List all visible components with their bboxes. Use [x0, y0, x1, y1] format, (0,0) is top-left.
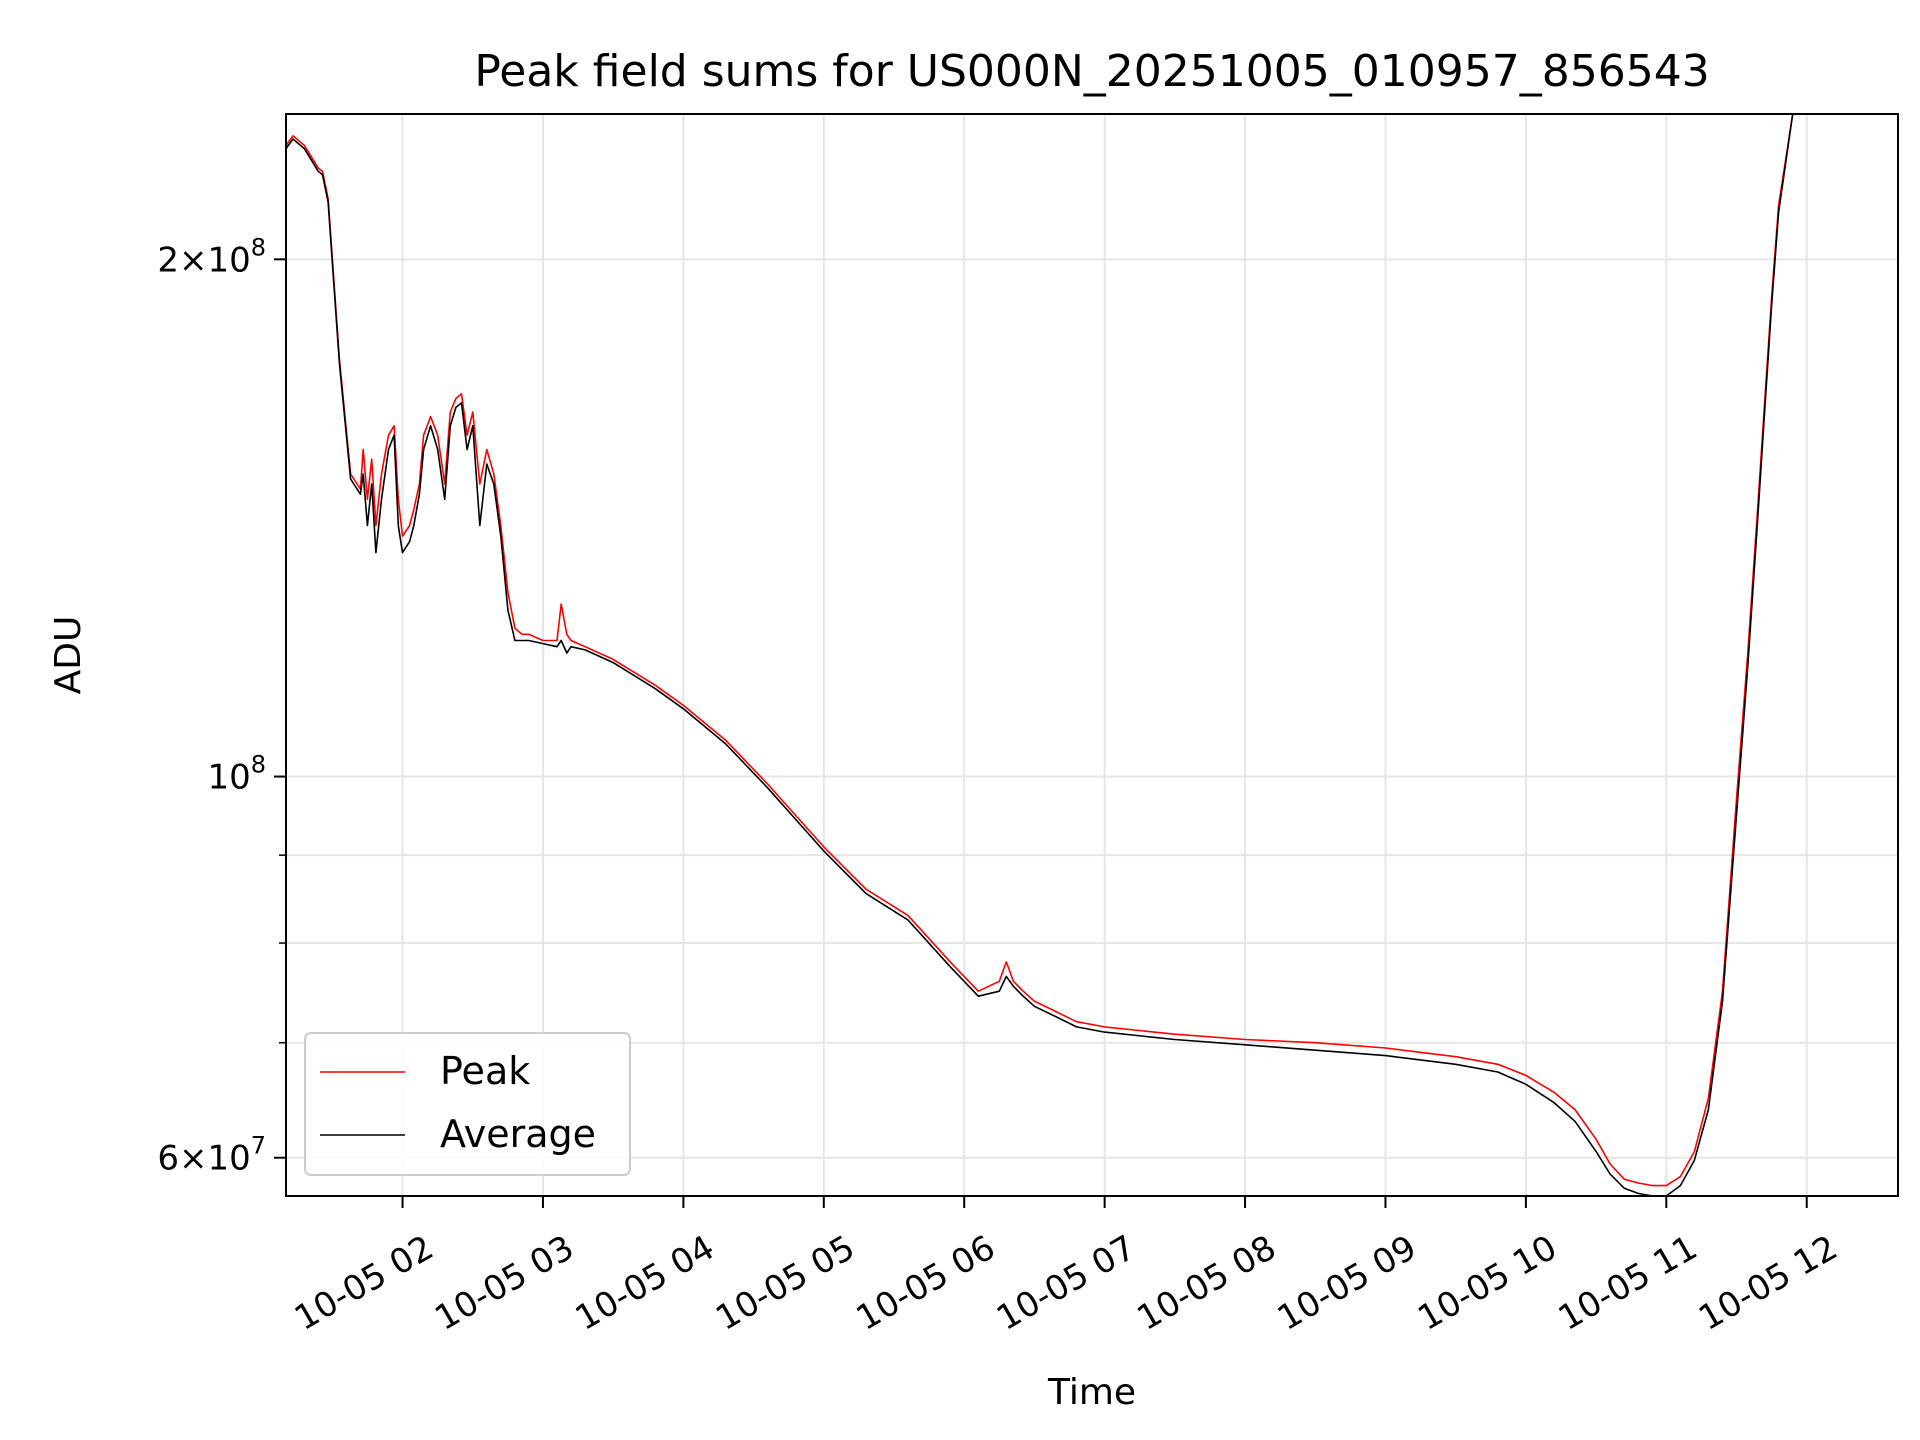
chart-title: Peak field sums for US000N_20251005_0109…	[474, 46, 1709, 97]
legend-label-peak: Peak	[440, 1049, 530, 1093]
y-tick-label-base: 6×10	[157, 1139, 250, 1179]
y-tick-label: 6×107	[157, 1132, 266, 1179]
y-tick-label-base: 10	[207, 758, 250, 798]
legend-label-average: Average	[440, 1112, 596, 1156]
x-axis-label: Time	[1047, 1372, 1136, 1413]
y-tick-label: 2×108	[157, 233, 266, 280]
series-line-average	[285, 113, 1877, 1197]
y-tick-label-exponent: 8	[251, 233, 266, 261]
legend-box	[304, 1032, 631, 1176]
y-tick-label-base: 2×10	[157, 240, 250, 280]
series-line-peak	[285, 113, 1877, 1187]
y-tick-label-exponent: 8	[251, 751, 266, 779]
legend: Peak Average	[304, 1032, 631, 1176]
y-tick-label-exponent: 7	[251, 1132, 266, 1160]
series-layer	[285, 113, 1877, 1197]
y-tick-label: 108	[207, 751, 266, 798]
plot-frame	[285, 113, 1899, 1197]
y-axis-label: ADU	[48, 616, 89, 695]
